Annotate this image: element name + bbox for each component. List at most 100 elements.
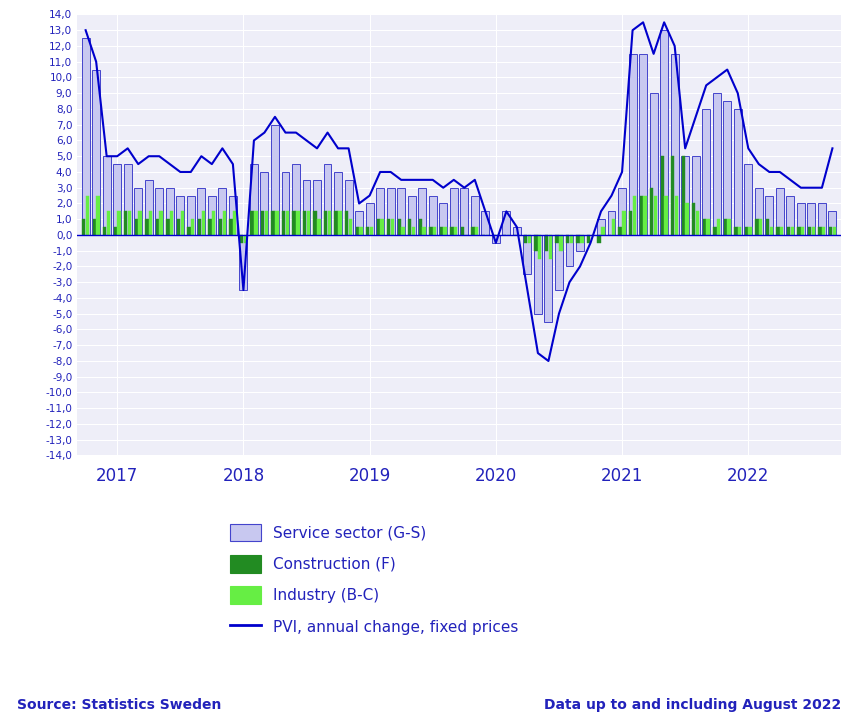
Bar [397,219,401,235]
Bar [580,235,583,243]
Bar [444,227,447,235]
Bar [745,227,748,235]
Bar [755,219,758,235]
Bar [644,196,647,235]
Bar [138,211,142,235]
Bar [565,235,573,267]
Bar [170,211,173,235]
Bar [275,211,279,235]
Bar [545,235,553,322]
Bar [681,156,685,235]
Bar [450,188,457,235]
Bar [812,227,815,235]
Bar [807,203,815,235]
Bar [713,227,716,235]
Bar [328,211,331,235]
Bar [92,69,100,235]
Bar [790,227,794,235]
Bar [281,172,289,235]
Bar [570,235,573,243]
Bar [103,156,111,235]
Bar [254,211,257,235]
Bar [177,219,180,235]
Bar [776,188,783,235]
Bar [819,227,822,235]
Bar [513,227,521,235]
Bar [461,227,464,235]
Bar [355,211,363,235]
Bar [787,227,790,235]
Bar [155,219,159,235]
Bar [124,211,128,235]
Bar [523,235,531,274]
Bar [597,219,605,235]
Bar [313,180,321,235]
Bar [629,54,637,235]
Bar [355,227,359,235]
Bar [180,211,184,235]
Bar [576,235,584,251]
Bar [422,227,426,235]
Bar [664,196,668,235]
Bar [702,109,710,235]
Bar [832,227,836,235]
Bar [303,180,311,235]
Bar [118,211,121,235]
Bar [538,235,541,259]
Bar [113,227,117,235]
Bar [618,188,626,235]
Bar [370,227,373,235]
Bar [454,227,457,235]
Bar [229,219,233,235]
Bar [208,196,216,235]
Bar [334,172,342,235]
Bar [160,211,163,235]
Bar [622,211,625,235]
Bar [419,219,422,235]
Bar [703,219,706,235]
Bar [734,109,741,235]
Bar [797,203,805,235]
Bar [202,211,205,235]
Bar [619,227,622,235]
Bar [239,235,247,290]
Bar [345,180,353,235]
Bar [391,219,394,235]
Bar [787,196,795,235]
Bar [197,219,201,235]
Bar [250,164,258,235]
Bar [661,156,664,235]
Bar [738,227,741,235]
Bar [408,219,412,235]
Bar [219,219,222,235]
Bar [660,30,668,235]
Bar [377,219,380,235]
Bar [271,124,279,235]
Bar [128,211,131,235]
Bar [412,227,415,235]
Bar [187,196,195,235]
Bar [650,93,657,235]
Bar [177,196,184,235]
Bar [601,227,605,235]
Bar [219,188,227,235]
Bar [402,227,405,235]
Bar [293,211,296,235]
Bar [212,211,215,235]
Bar [692,156,699,235]
Bar [191,219,195,235]
Bar [780,227,783,235]
Bar [548,235,552,259]
Bar [166,188,173,235]
Bar [387,219,390,235]
Bar [629,211,632,235]
Bar [728,219,731,235]
Text: Data up to and including August 2022: Data up to and including August 2022 [544,698,841,712]
Bar [360,227,363,235]
Bar [306,211,310,235]
Bar [759,219,763,235]
Bar [197,188,205,235]
Bar [135,219,138,235]
Bar [323,164,331,235]
Bar [82,219,86,235]
